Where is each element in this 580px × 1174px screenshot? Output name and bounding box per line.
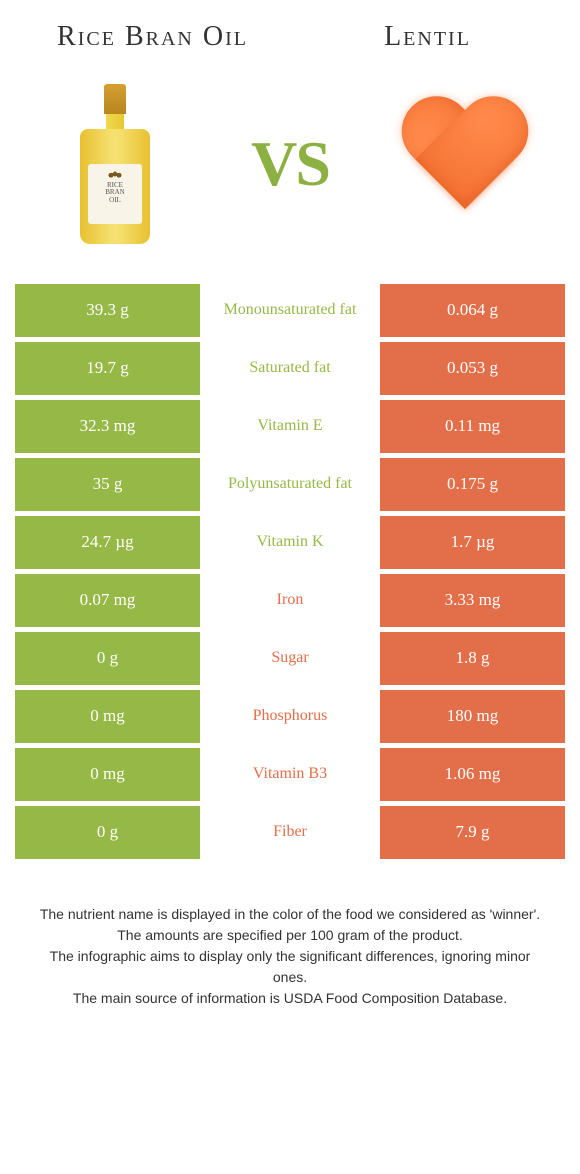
nutrient-label: Fiber — [200, 806, 380, 864]
left-value-cell: 0 g — [15, 632, 200, 690]
table-row: 35 gPolyunsaturated fat0.175 g — [15, 458, 565, 516]
right-food-title: Lentil — [320, 20, 535, 54]
right-value-cell: 0.053 g — [380, 342, 565, 400]
left-value-cell: 0 mg — [15, 748, 200, 806]
images-row: RICEBRANOIL VS — [15, 64, 565, 284]
nutrient-label: Polyunsaturated fat — [200, 458, 380, 516]
footer-line: The amounts are specified per 100 gram o… — [35, 925, 545, 946]
right-value-cell: 0.11 mg — [380, 400, 565, 458]
footer-line: The nutrient name is displayed in the co… — [35, 904, 545, 925]
right-value-cell: 0.175 g — [380, 458, 565, 516]
footer-line: The main source of information is USDA F… — [35, 988, 545, 1009]
nutrient-label: Vitamin K — [200, 516, 380, 574]
table-row: 0.07 mgIron3.33 mg — [15, 574, 565, 632]
right-value-cell: 1.7 µg — [380, 516, 565, 574]
nutrient-label: Saturated fat — [200, 342, 380, 400]
header: Rice Bran Oil Lentil — [15, 20, 565, 54]
table-row: 19.7 gSaturated fat0.053 g — [15, 342, 565, 400]
table-row: 0 mgVitamin B31.06 mg — [15, 748, 565, 806]
nutrient-label: Vitamin E — [200, 400, 380, 458]
nutrient-label: Monounsaturated fat — [200, 284, 380, 342]
right-value-cell: 3.33 mg — [380, 574, 565, 632]
nutrient-label: Vitamin B3 — [200, 748, 380, 806]
right-value-cell: 1.06 mg — [380, 748, 565, 806]
table-row: 32.3 mgVitamin E0.11 mg — [15, 400, 565, 458]
left-value-cell: 32.3 mg — [15, 400, 200, 458]
right-value-cell: 0.064 g — [380, 284, 565, 342]
nutrient-label: Iron — [200, 574, 380, 632]
comparison-table: 39.3 gMonounsaturated fat0.064 g19.7 gSa… — [15, 284, 565, 864]
table-row: 0 mgPhosphorus180 mg — [15, 690, 565, 748]
table-row: 0 gSugar1.8 g — [15, 632, 565, 690]
right-value-cell: 180 mg — [380, 690, 565, 748]
footer-line: The infographic aims to display only the… — [35, 946, 545, 988]
table-row: 39.3 gMonounsaturated fat0.064 g — [15, 284, 565, 342]
right-value-cell: 7.9 g — [380, 806, 565, 864]
oil-bottle-icon: RICEBRANOIL — [80, 84, 150, 244]
table-row: 0 gFiber7.9 g — [15, 806, 565, 864]
left-value-cell: 39.3 g — [15, 284, 200, 342]
table-row: 24.7 µgVitamin K1.7 µg — [15, 516, 565, 574]
right-food-image — [395, 74, 535, 254]
left-food-image: RICEBRANOIL — [45, 74, 185, 254]
left-value-cell: 0 g — [15, 806, 200, 864]
left-food-title: Rice Bran Oil — [45, 20, 260, 54]
nutrient-label: Phosphorus — [200, 690, 380, 748]
vs-label: VS — [251, 127, 329, 201]
lentil-heart-icon — [395, 99, 535, 229]
left-value-cell: 35 g — [15, 458, 200, 516]
footer-notes: The nutrient name is displayed in the co… — [15, 904, 565, 1009]
right-value-cell: 1.8 g — [380, 632, 565, 690]
left-value-cell: 0 mg — [15, 690, 200, 748]
left-value-cell: 0.07 mg — [15, 574, 200, 632]
nutrient-label: Sugar — [200, 632, 380, 690]
left-value-cell: 24.7 µg — [15, 516, 200, 574]
left-value-cell: 19.7 g — [15, 342, 200, 400]
